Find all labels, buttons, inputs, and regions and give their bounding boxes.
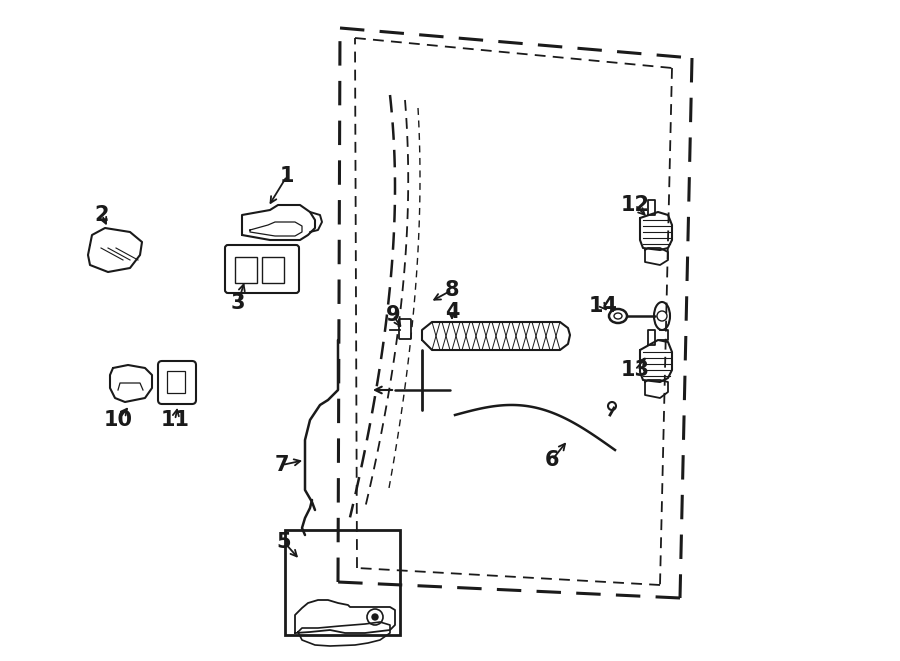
Text: 10: 10	[104, 410, 132, 430]
Text: 2: 2	[94, 205, 109, 225]
Text: 7: 7	[274, 455, 289, 475]
Text: 6: 6	[544, 450, 559, 470]
Bar	[235, 257, 257, 283]
Text: 9: 9	[386, 305, 400, 325]
Bar	[167, 371, 185, 393]
Circle shape	[372, 614, 378, 620]
Text: 3: 3	[230, 293, 245, 313]
Bar	[262, 257, 284, 283]
Text: 5: 5	[276, 532, 292, 552]
Text: 1: 1	[280, 166, 294, 186]
Text: 4: 4	[445, 302, 459, 322]
Text: 13: 13	[620, 360, 650, 380]
Text: 11: 11	[160, 410, 190, 430]
Text: 14: 14	[589, 296, 617, 316]
Text: 12: 12	[620, 195, 650, 215]
Bar	[285, 530, 400, 635]
Text: 8: 8	[445, 280, 459, 300]
